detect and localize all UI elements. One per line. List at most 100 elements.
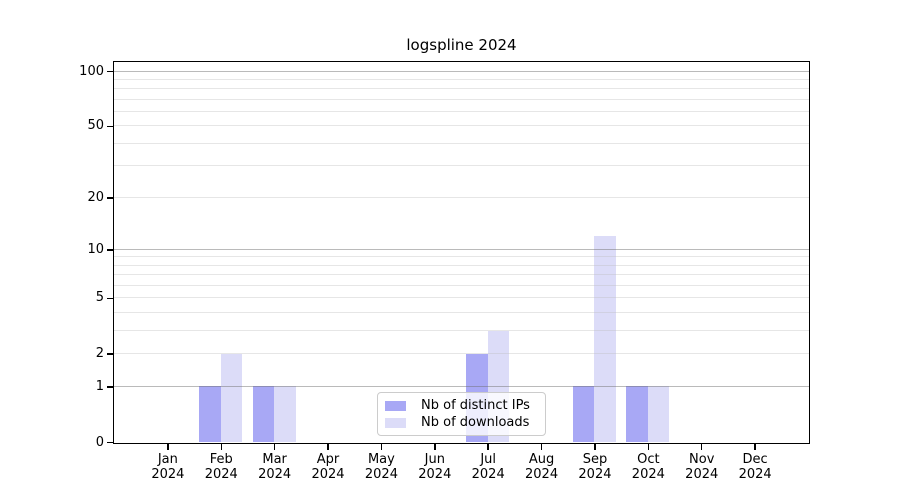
x-tick-mark [220,444,223,450]
gridline-minor [114,142,809,144]
gridline-minor [114,330,809,332]
x-tick-year: 2024 [418,467,452,482]
bar-nb-of-downloads-mar [274,386,296,442]
y-tick-label: 100 [79,63,104,79]
x-tick-mark [167,444,169,450]
gridline-minor [114,312,809,314]
x-tick-label-oct: Oct 2024 [616,452,680,482]
x-tick-mark [327,444,329,450]
x-tick-mark [754,444,756,450]
y-tick-label: 5 [95,290,104,306]
gridline-minor [114,353,809,355]
x-tick-label-apr: Apr 2024 [296,452,360,482]
x-tick-month: Dec [742,452,768,467]
x-tick-mark [487,444,489,450]
x-tick-year: 2024 [685,467,719,482]
y-tick-label: 10 [87,241,104,257]
x-tick-mark [594,444,596,450]
x-tick-mark [700,444,703,450]
x-tick-year: 2024 [471,467,505,482]
bar-nb-of-distinct-ips-oct [626,386,648,442]
x-tick-month: Nov [689,452,715,467]
y-tick-label: 20 [87,189,104,205]
x-tick-month: Jul [480,452,497,467]
legend-label-downloads: Nb of downloads [421,415,530,430]
x-tick-mark [380,444,383,450]
x-tick-month: May [367,452,395,467]
x-tick-year: 2024 [364,467,398,482]
bar-nb-of-downloads-oct [647,386,670,442]
y-tick-mark [107,197,113,199]
x-tick-year: 2024 [311,467,345,482]
y-tick-mark [107,70,113,73]
y-tick-mark [107,125,113,128]
bar-nb-of-distinct-ips-sep [572,386,595,442]
x-tick-year: 2024 [151,467,185,482]
x-tick-year: 2024 [578,467,612,482]
gridline-minor [114,78,809,80]
x-tick-year: 2024 [204,467,238,482]
x-tick-label-jan: Jan 2024 [136,452,200,482]
legend-swatch-downloads [385,417,406,428]
plot-area [113,61,810,444]
x-tick-label-dec: Dec 2024 [723,452,787,482]
legend-label-distinct-ips: Nb of distinct IPs [421,398,530,413]
x-tick-year: 2024 [258,467,292,482]
y-tick-mark [107,441,113,444]
legend-item-distinct-ips: Nb of distinct IPs [385,398,537,413]
x-tick-month: Feb [209,452,233,467]
gridline-minor [114,111,809,113]
x-tick-label-aug: Aug 2024 [510,452,574,482]
x-tick-mark [273,444,276,450]
y-tick-mark [107,353,113,355]
bar-nb-of-downloads-feb [220,353,243,442]
gridline-minor [114,196,809,198]
gridline-minor [114,125,809,127]
gridline-minor [114,165,809,167]
x-tick-label-may: May 2024 [349,452,413,482]
x-tick-month: Apr [316,452,340,467]
legend: Nb of distinct IPs Nb of downloads [377,392,546,436]
bar-nb-of-distinct-ips-mar [252,386,275,442]
gridline-minor [114,256,809,258]
x-tick-month: Jun [424,452,445,467]
y-tick-label: 0 [95,434,104,450]
gridline-minor [114,88,809,90]
y-tick-label: 1 [95,378,104,394]
x-tick-month: Mar [262,452,287,467]
gridline-major [114,248,809,250]
gridline-minor [114,274,809,276]
x-tick-month: Jan [157,452,178,467]
x-tick-mark [540,444,543,450]
x-tick-label-jul: Jul 2024 [456,452,520,482]
gridline-minor [114,98,809,100]
x-tick-label-feb: Feb 2024 [189,452,253,482]
x-tick-month: Sep [582,452,608,467]
y-tick-label: 50 [87,118,104,134]
gridline-major [114,70,809,72]
x-tick-label-sep: Sep 2024 [563,452,627,482]
gridline-minor [114,264,809,266]
x-tick-label-nov: Nov 2024 [670,452,734,482]
chart-title: logspline 2024 [406,36,517,54]
gridline-minor [114,297,809,299]
y-tick-label: 2 [95,346,104,362]
legend-swatch-distinct-ips [385,400,406,411]
x-tick-year: 2024 [738,467,772,482]
legend-item-downloads: Nb of downloads [385,415,537,430]
x-tick-month: Oct [637,452,660,467]
bar-nb-of-downloads-sep [594,235,616,442]
y-tick-mark [107,249,113,251]
x-tick-year: 2024 [631,467,665,482]
x-tick-label-jun: Jun 2024 [403,452,467,482]
x-tick-year: 2024 [525,467,559,482]
x-tick-mark [647,444,650,450]
gridline-minor [114,285,809,287]
y-tick-mark [107,297,113,300]
x-tick-mark [434,444,436,450]
bar-nb-of-distinct-ips-feb [199,386,221,442]
x-tick-label-mar: Mar 2024 [243,452,307,482]
x-tick-month: Aug [528,452,555,467]
y-tick-mark [107,386,113,388]
